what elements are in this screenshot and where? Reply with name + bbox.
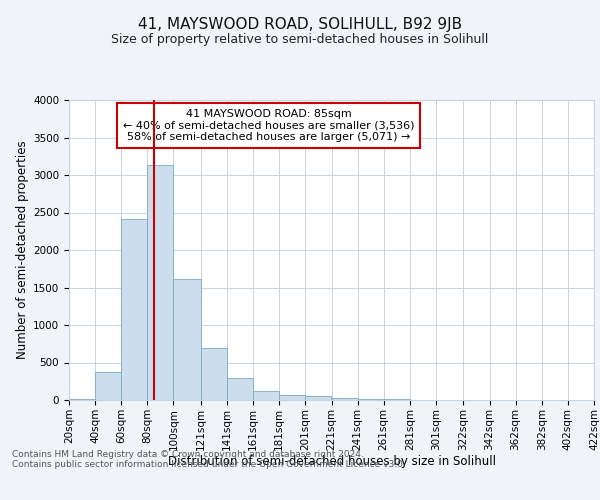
Bar [69, 398, 95, 400]
X-axis label: Distribution of semi-detached houses by size in Solihull: Distribution of semi-detached houses by … [167, 456, 496, 468]
Bar [95, 372, 121, 400]
Text: 41, MAYSWOOD ROAD, SOLIHULL, B92 9JB: 41, MAYSWOOD ROAD, SOLIHULL, B92 9JB [138, 18, 462, 32]
Bar [173, 278, 201, 400]
Bar [358, 398, 384, 400]
Bar [121, 218, 148, 400]
Text: 41 MAYSWOOD ROAD: 85sqm
← 40% of semi-detached houses are smaller (3,536)
58% of: 41 MAYSWOOD ROAD: 85sqm ← 40% of semi-de… [123, 109, 414, 142]
Text: Contains HM Land Registry data © Crown copyright and database right 2024.
Contai: Contains HM Land Registry data © Crown c… [12, 450, 406, 469]
Bar [305, 396, 331, 400]
Bar [201, 348, 227, 400]
Bar [227, 378, 253, 400]
Bar [384, 399, 410, 400]
Y-axis label: Number of semi-detached properties: Number of semi-detached properties [16, 140, 29, 360]
Bar [253, 392, 279, 400]
Bar [331, 398, 358, 400]
Bar [148, 164, 173, 400]
Text: Size of property relative to semi-detached houses in Solihull: Size of property relative to semi-detach… [112, 32, 488, 46]
Bar [279, 395, 305, 400]
